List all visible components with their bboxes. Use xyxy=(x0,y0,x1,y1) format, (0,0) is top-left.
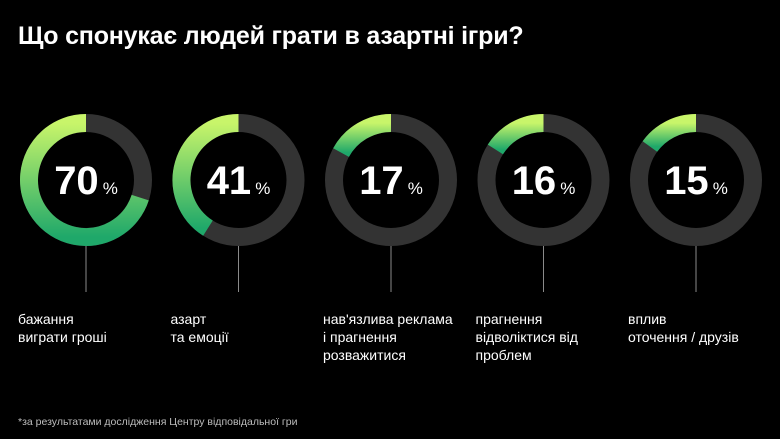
donut-arc xyxy=(642,114,697,153)
page-title: Що спонукає людей грати в азартні ігри? xyxy=(18,22,524,50)
donut-arc xyxy=(20,114,149,246)
donut-label: бажання виграти гроші xyxy=(18,311,107,345)
donut-label: прагнення відволіктися від проблем xyxy=(475,311,578,363)
donut-value: 70% xyxy=(54,159,118,203)
donut-value: 15% xyxy=(664,159,728,203)
donut-arc xyxy=(333,114,392,158)
donut-label: вплив оточення / друзів xyxy=(628,311,739,345)
donut-value: 41% xyxy=(207,159,271,203)
donut-value: 17% xyxy=(359,159,423,203)
donut-label: нав'язлива реклама і прагнення розважити… xyxy=(323,311,453,363)
donut-arc xyxy=(487,114,544,155)
footnote: *за результатами дослідження Центру відп… xyxy=(18,416,298,428)
donut-arc xyxy=(172,114,239,236)
donut-value: 16% xyxy=(512,159,576,203)
donut-label: азарт та емоції xyxy=(170,311,229,345)
